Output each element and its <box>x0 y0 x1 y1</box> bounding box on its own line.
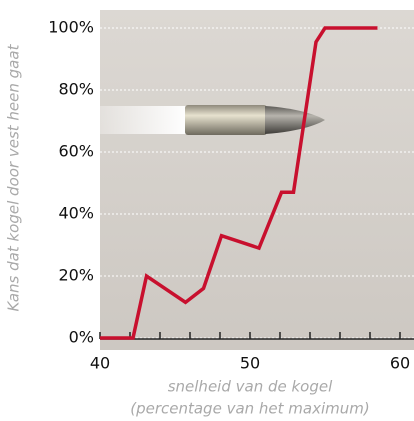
x-tick-label: 40 <box>90 354 110 373</box>
y-tick-label: 0% <box>69 328 94 347</box>
y-tick-label: 100% <box>48 18 94 37</box>
y-tick-label: 80% <box>58 80 94 99</box>
x-tick-label: 60 <box>390 354 410 373</box>
y-tick-label: 60% <box>58 142 94 161</box>
x-axis-label: (percentage van het maximum) <box>130 400 370 418</box>
plot-background <box>100 10 414 350</box>
x-tick-label: 50 <box>240 354 260 373</box>
y-tick-label: 20% <box>58 266 94 285</box>
y-axis-label: Kans dat kogel door vest heen gaat <box>5 43 23 311</box>
data-line <box>100 26 378 340</box>
x-axis-label: snelheid van de kogel <box>168 378 333 396</box>
bullet <box>100 105 325 135</box>
y-tick-label: 40% <box>58 204 94 223</box>
